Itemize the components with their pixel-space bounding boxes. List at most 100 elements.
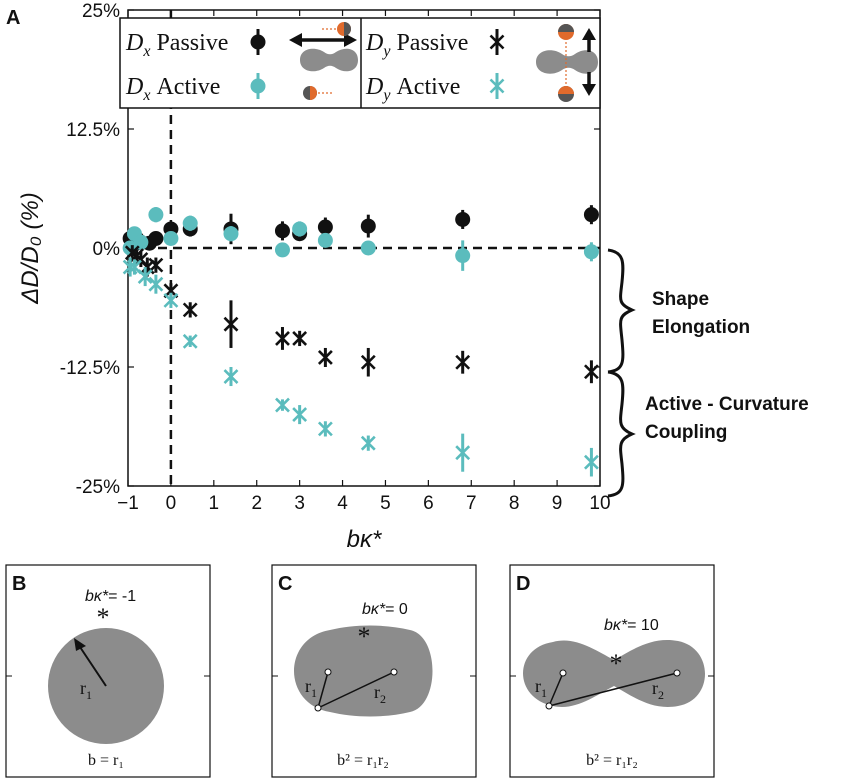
x-tick-label: 2 — [251, 493, 262, 514]
legend-marker-stroke-b — [489, 78, 505, 94]
data-point-stroke-b — [223, 369, 239, 384]
radius-label-b: r1 — [80, 678, 92, 702]
series-dy-active — [122, 257, 599, 477]
y-tick-label: -25% — [76, 477, 120, 498]
panel-label-d: D — [516, 573, 530, 595]
legend-marker-dx-passive — [250, 29, 266, 55]
panel-label-b: B — [12, 573, 26, 595]
y-tick-label: -12.5% — [60, 358, 120, 379]
data-point — [223, 369, 239, 384]
panel-d-title: bκ*= 10 — [604, 617, 659, 634]
legend-marker-dy-active — [489, 73, 505, 99]
radius-line-r1-c — [317, 671, 329, 709]
x-axis-label: bκ* — [347, 526, 382, 553]
annotation-shape-line2: Elongation — [652, 317, 750, 338]
x-tick-label: 0 — [166, 493, 177, 514]
radius-line-r2-d — [548, 672, 678, 707]
data-point-stroke-b — [583, 364, 599, 380]
data-point — [137, 269, 153, 284]
data-point — [292, 331, 308, 346]
peanut-shape — [523, 639, 705, 707]
panel-b-frame — [5, 564, 211, 778]
cell-shape-y — [536, 50, 598, 74]
data-point — [360, 240, 376, 256]
data-point — [292, 221, 308, 237]
panel-d-frame — [509, 564, 715, 778]
data-point-stroke-b — [360, 354, 376, 370]
data-point — [274, 223, 290, 239]
edge-point-d — [545, 702, 553, 710]
data-point — [163, 292, 179, 308]
radius-line-r1-d — [548, 672, 564, 707]
data-point — [317, 421, 333, 437]
legend-illustration-y — [536, 24, 598, 102]
legend-label-dy-passive: Dy Passive — [365, 30, 468, 60]
annotation-coupling-line1: Active - Curvature — [645, 394, 809, 415]
data-point — [583, 207, 599, 223]
legend-label-dx-passive: Dx Passive — [125, 30, 228, 60]
legend-label-dx-active: Dx Active — [125, 74, 220, 104]
radius-label-r2-c: r2 — [374, 682, 386, 706]
particle-bottom-orange-half — [310, 86, 317, 100]
arrow-down-head-icon — [582, 84, 596, 96]
data-point — [583, 244, 599, 260]
y-axis-label: ΔD/D₀ (%) — [17, 192, 44, 305]
data-point-stroke-b — [275, 397, 290, 413]
legend: Dx Passive Dx Active Dy Passive Dy Active — [119, 17, 601, 109]
panel-label-a: A — [6, 7, 20, 29]
data-point — [317, 350, 333, 365]
x-tick-label: 10 — [589, 493, 610, 514]
center-point-2-d — [673, 669, 681, 677]
data-point-stroke-b — [317, 350, 333, 365]
data-point-stroke-b — [455, 354, 471, 370]
data-marks — [122, 205, 599, 477]
x-tick-label: 8 — [509, 493, 520, 514]
data-point — [274, 242, 290, 258]
data-point-stroke-b — [223, 316, 239, 332]
arrow-left-head-icon — [289, 33, 302, 47]
panel-c-frame — [271, 564, 477, 778]
data-point-stroke-b — [148, 276, 164, 292]
data-point-stroke-b — [455, 445, 471, 461]
data-point — [292, 407, 308, 423]
data-point — [455, 211, 471, 227]
legend-marker — [489, 34, 505, 50]
data-point-stroke-b — [182, 302, 198, 318]
plot-area: −1 0 1 2 3 4 5 6 7 8 9 10 25% 12.5% 0% -12.5% -25% — [60, 1, 611, 514]
x-tick-label: 7 — [466, 493, 477, 514]
arrow-up-head-icon — [582, 28, 596, 40]
y-tick-label: 25% — [82, 1, 120, 22]
panel-b: B bκ*= -1 * r1 b = r₁ — [5, 564, 211, 778]
legend-marker — [489, 78, 505, 94]
edge-point-c — [314, 704, 322, 712]
data-point — [182, 333, 198, 349]
capsule-shape — [294, 625, 433, 717]
arrow-right-head-icon — [344, 33, 357, 47]
radius-arrow-head-icon — [74, 638, 86, 651]
formula-b: b = r₁ — [88, 752, 124, 769]
radius-label-r2-d: r2 — [652, 678, 664, 702]
legend-marker-dy-passive — [489, 29, 505, 55]
annotation-coupling-line2: Coupling — [645, 422, 727, 443]
x-tick-label: 9 — [552, 493, 563, 514]
panel-b-title: bκ*= -1 — [85, 588, 136, 605]
data-point — [583, 364, 599, 380]
x-tick-label: 1 — [209, 493, 220, 514]
x-tick-label: 3 — [294, 493, 305, 514]
panel-label-c: C — [278, 573, 292, 595]
radius-line-r2-c — [317, 671, 395, 709]
y-tick-label: 12.5% — [66, 120, 120, 141]
panel-c: C bκ*= 0 * r1 r2 b² = r₁r₂ — [271, 564, 477, 778]
formula-d: b² = r₁r₂ — [586, 752, 638, 769]
data-point — [360, 354, 376, 370]
series-dx-active — [122, 207, 599, 271]
data-point — [317, 219, 333, 235]
y-ticks: 25% 12.5% 0% -12.5% -25% — [60, 1, 600, 498]
x-tick-label: 4 — [337, 493, 348, 514]
annotation-braces: Shape Elongation Active - Curvature Coup… — [607, 248, 809, 498]
data-point — [583, 454, 599, 470]
asterisk-mark-b: * — [97, 603, 110, 632]
data-point-stroke-b — [182, 333, 198, 349]
data-point — [317, 232, 333, 248]
